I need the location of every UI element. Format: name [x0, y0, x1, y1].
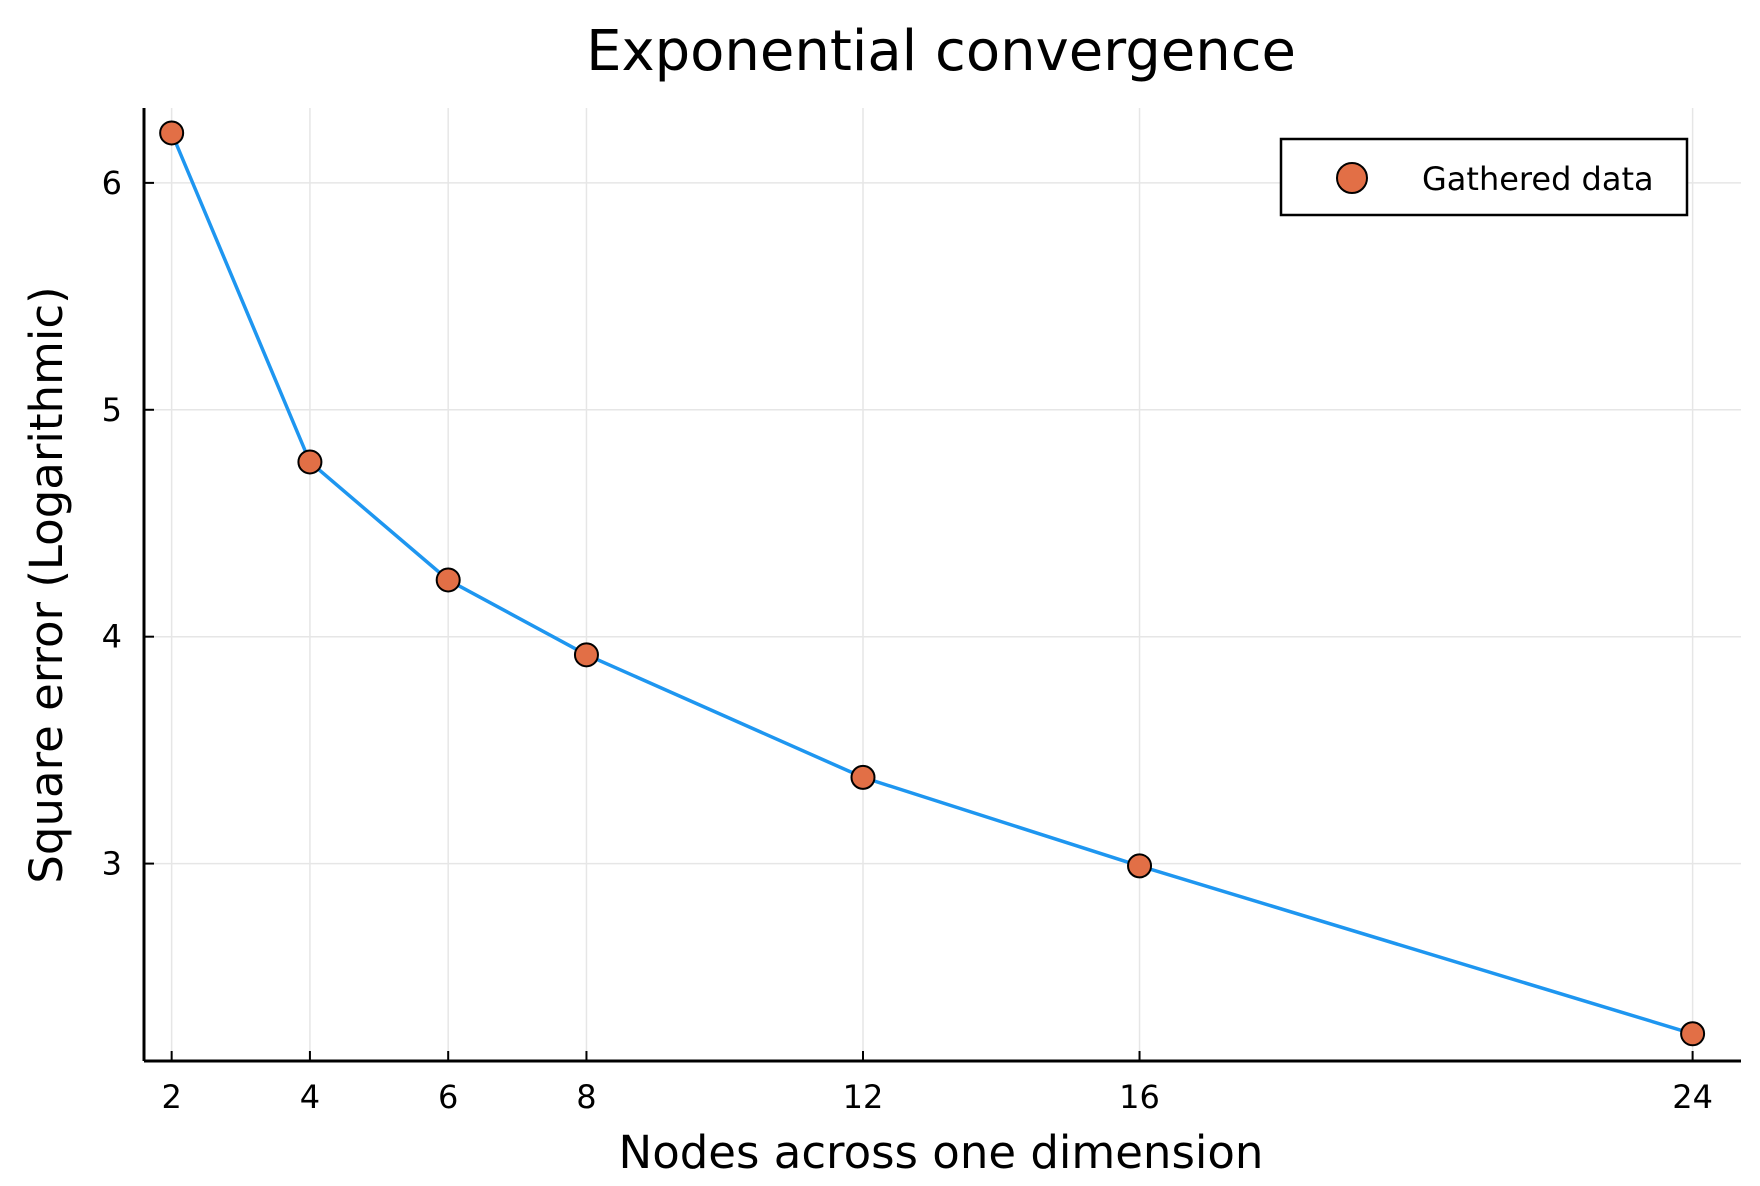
data-point	[435, 567, 461, 593]
series-line	[170, 132, 1694, 1036]
y-ticks: 3 4 5 6	[102, 164, 154, 883]
data-point	[1127, 853, 1153, 879]
data-point	[159, 120, 185, 146]
legend-label: Gathered data	[1422, 160, 1654, 198]
x-tick-label: 4	[300, 1078, 320, 1116]
x-ticks: 2 4 6 8 12 16 24	[161, 1051, 1713, 1116]
x-tick-label: 12	[843, 1078, 884, 1116]
y-tick-label: 6	[102, 164, 122, 202]
y-tick-label: 4	[102, 618, 122, 656]
x-tick-label: 16	[1119, 1078, 1160, 1116]
legend: Gathered data	[1279, 137, 1689, 217]
data-point	[297, 449, 323, 475]
data-point	[850, 764, 876, 790]
data-point	[573, 642, 599, 668]
x-tick-label: 24	[1672, 1078, 1713, 1116]
data-point	[1680, 1021, 1706, 1047]
chart-title: Exponential convergence	[586, 19, 1296, 84]
y-tick-label: 5	[102, 391, 122, 429]
x-tick-label: 6	[438, 1078, 458, 1116]
axes	[142, 108, 1741, 1063]
grid	[144, 108, 1741, 1061]
x-tick-label: 8	[576, 1078, 596, 1116]
series	[159, 120, 1706, 1047]
legend-marker	[1336, 162, 1368, 194]
y-axis-label: Square error (Logarithmic)	[20, 286, 73, 883]
x-tick-label: 2	[161, 1078, 181, 1116]
y-tick-label: 3	[102, 845, 122, 883]
x-axis-label: Nodes across one dimension	[619, 1126, 1264, 1179]
